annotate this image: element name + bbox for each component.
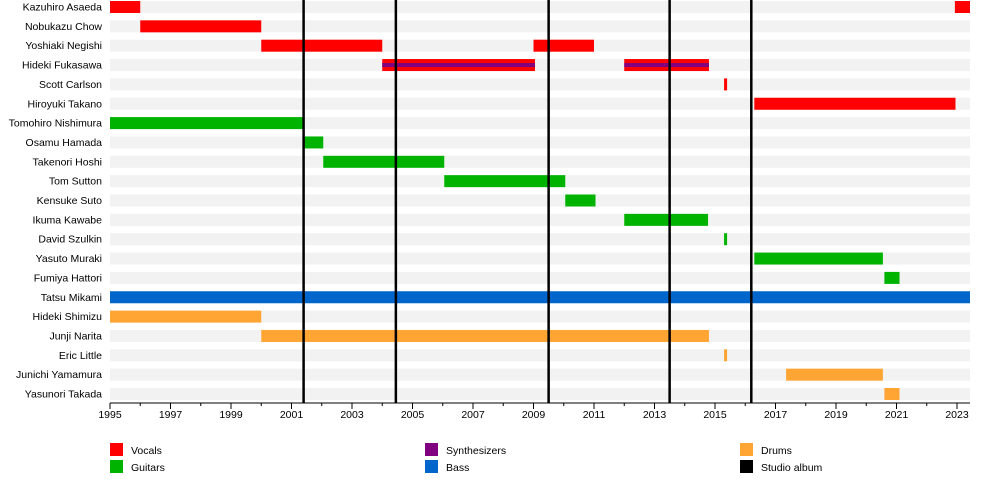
member-bar (724, 349, 728, 362)
member-bar (786, 368, 883, 381)
row-background (110, 368, 970, 381)
member-bar (110, 310, 262, 323)
member-bar (110, 117, 304, 130)
row-background (110, 78, 970, 91)
row-background (110, 310, 970, 323)
member-label: Tatsu Mikami (41, 292, 102, 304)
member-bar (303, 136, 324, 149)
member-bar (323, 155, 445, 168)
member-label: Tom Sutton (49, 176, 102, 188)
member-label: Eric Little (59, 350, 102, 362)
x-tick-label: 2001 (280, 409, 304, 421)
member-label: Yoshiaki Negishi (25, 40, 102, 52)
legend-label: Studio album (761, 462, 823, 474)
legend-label: Guitars (131, 462, 165, 474)
member-bar (565, 194, 596, 207)
member-bar (261, 39, 383, 52)
row-background (110, 349, 970, 362)
member-label: Yasunori Takada (25, 389, 102, 401)
member-bar (140, 20, 262, 33)
member-label: Ikuma Kawabe (33, 214, 103, 226)
row-background (110, 117, 970, 130)
row-background (110, 136, 970, 149)
member-label: Hiroyuki Takano (27, 98, 102, 110)
member-bar (110, 291, 971, 304)
row-background (110, 155, 970, 168)
row-background (110, 233, 970, 246)
x-tick-label: 1995 (98, 409, 122, 421)
legend-swatch (740, 443, 753, 456)
member-bar (884, 388, 900, 400)
member-bar (624, 213, 709, 226)
member-label: Osamu Hamada (26, 137, 103, 149)
member-bar (444, 175, 566, 188)
member-bar (724, 233, 728, 246)
member-bar (754, 252, 883, 265)
member-label: Junji Narita (49, 330, 102, 342)
x-tick-label: 2017 (764, 409, 788, 421)
x-tick-label: 1999 (219, 409, 243, 421)
member-label: Kazuhiro Asaeda (23, 2, 103, 14)
legend-swatch (425, 460, 438, 473)
row-background (110, 252, 970, 265)
member-label: Takenori Hoshi (33, 156, 102, 168)
row-background (110, 59, 970, 72)
x-tick-label: 2019 (824, 409, 848, 421)
member-label: Fumiya Hattori (34, 272, 102, 284)
legend-label: Synthesizers (446, 445, 506, 457)
member-bar (884, 271, 900, 284)
legend-swatch (110, 460, 123, 473)
member-bar (754, 97, 956, 110)
member-label: Nobukazu Chow (25, 21, 102, 33)
legend-swatch (740, 460, 753, 473)
member-label: David Szulkin (38, 234, 102, 246)
row-background (110, 271, 970, 284)
x-tick-label: 2021 (885, 409, 909, 421)
x-tick-label: 2015 (703, 409, 727, 421)
member-bar (261, 329, 709, 342)
x-tick-label: 1997 (159, 409, 183, 421)
x-tick-label: 2005 (401, 409, 425, 421)
member-bar (724, 78, 728, 91)
legend-swatch (110, 443, 123, 456)
x-tick-label: 2013 (643, 409, 667, 421)
x-tick-label: 2003 (340, 409, 364, 421)
member-label: Tomohiro Nishimura (9, 118, 103, 130)
member-bar-secondary (382, 63, 536, 68)
member-label: Junichi Yamamura (16, 369, 102, 381)
x-tick-label: 2011 (583, 409, 606, 421)
x-tick-label: 2007 (461, 409, 485, 421)
member-label: Yasuto Muraki (36, 253, 102, 265)
legend-label: Bass (446, 462, 469, 474)
x-tick-label: 2009 (522, 409, 546, 421)
row-background (110, 388, 970, 400)
row-background (110, 213, 970, 226)
member-label: Hideki Shimizu (33, 311, 103, 323)
legend-swatch (425, 443, 438, 456)
member-bar (110, 1, 141, 13)
legend-label: Drums (761, 445, 792, 457)
member-bar (533, 39, 594, 52)
row-background (110, 1, 970, 13)
legend-label: Vocals (131, 445, 162, 457)
member-label: Scott Carlson (39, 79, 102, 91)
member-bar (954, 1, 971, 13)
row-background (110, 20, 970, 33)
member-label: Kensuke Suto (37, 195, 103, 207)
member-bar-secondary (624, 63, 709, 68)
member-label: Hideki Fukasawa (22, 60, 102, 72)
row-background (110, 194, 970, 207)
x-tick-label: 2023 (945, 409, 969, 421)
